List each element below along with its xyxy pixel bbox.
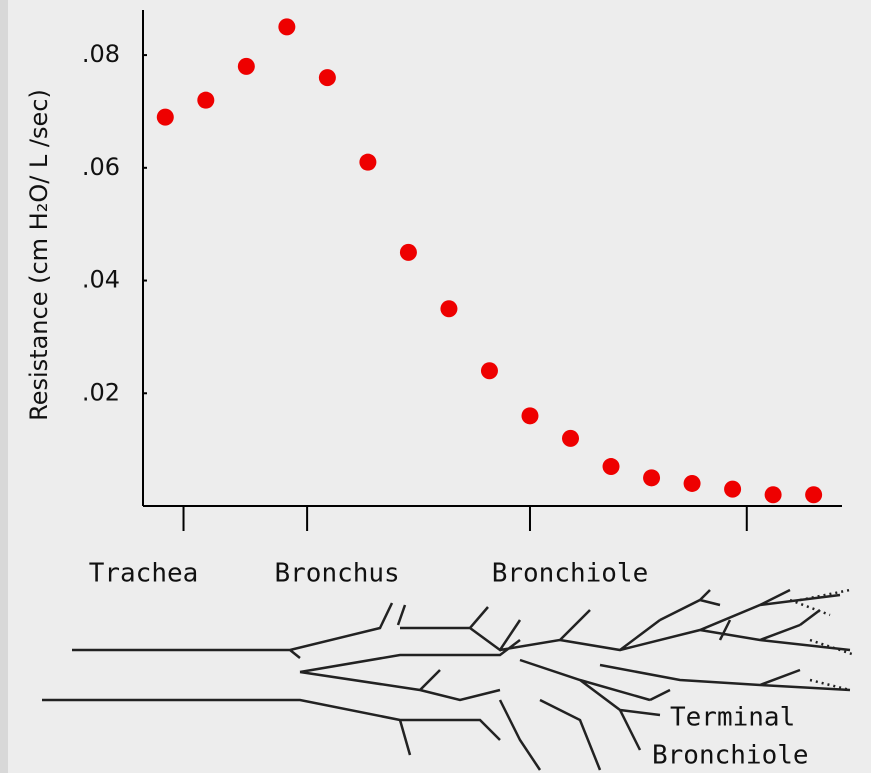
point [197,92,214,109]
point [643,469,660,486]
x-tick-label: Bronchiole [492,559,649,589]
point [400,244,417,261]
point [481,362,498,379]
point [684,475,701,492]
y-tick-label: .02 [82,378,120,406]
point [319,69,336,86]
background [0,0,871,773]
point [805,486,822,503]
point [724,481,741,498]
point [562,430,579,447]
point [278,18,295,35]
chart: Resistance (cm H₂O/ L /sec) .02 .04 .06 .08… [0,0,871,773]
point [157,109,174,126]
annotation: Terminal [670,703,795,733]
x-tick-label: Trachea [89,559,199,589]
x-tick-label: Bronchus [274,559,399,589]
point [521,407,538,424]
point [603,458,620,475]
point [440,300,457,317]
y-tick-label: .08 [82,40,120,68]
point [238,58,255,75]
border [0,0,8,773]
annotation: Bronchiole [652,741,809,771]
y-axis-title: Resistance (cm H₂O/ L /sec) [25,89,53,421]
point [359,154,376,171]
point [765,486,782,503]
y-tick-label: .04 [82,266,120,294]
y-tick-label: .06 [82,153,120,181]
